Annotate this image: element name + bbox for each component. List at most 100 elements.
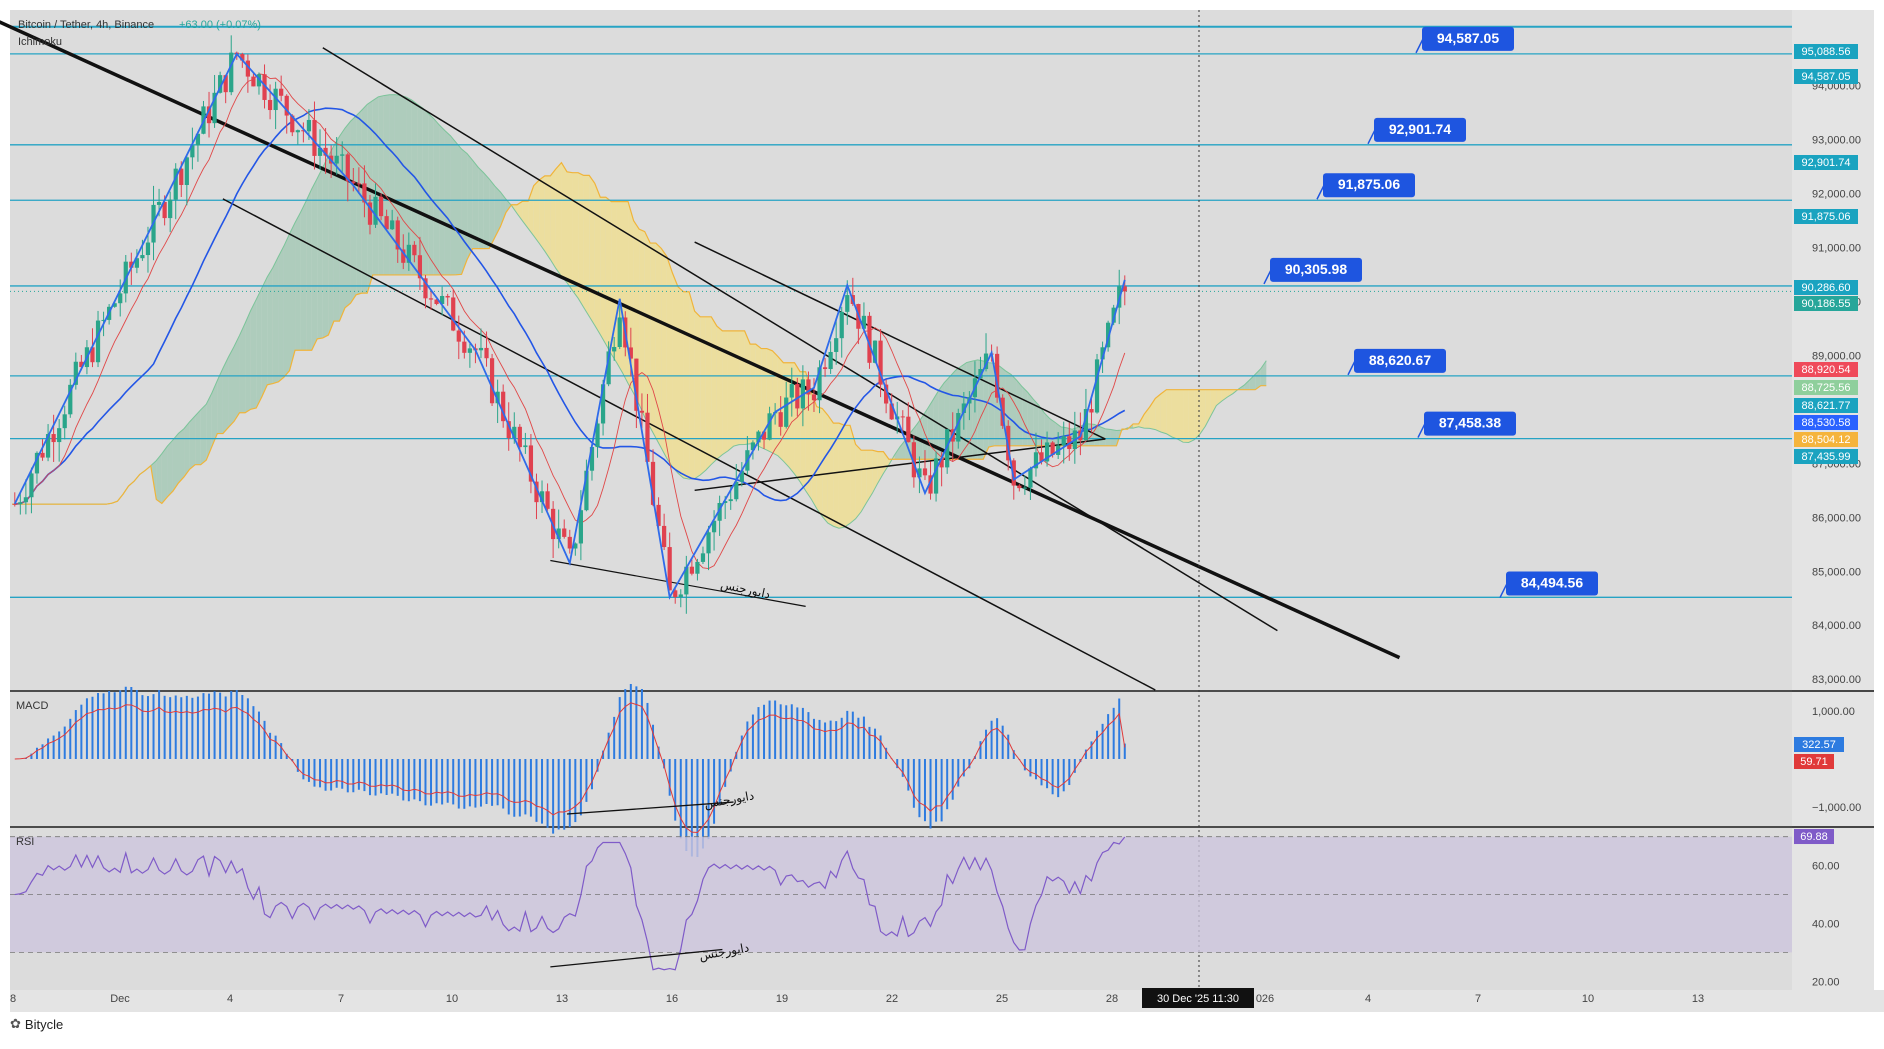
ichimoku-cloud-segment <box>256 288 262 408</box>
ichimoku-cloud-segment <box>1027 392 1034 446</box>
candle-body <box>45 434 51 458</box>
ichimoku-cloud-segment <box>689 291 695 480</box>
candle-body <box>12 503 17 505</box>
ichimoku-cloud-segment <box>167 439 173 497</box>
candle-body <box>689 566 694 574</box>
candle-body <box>539 491 545 503</box>
candle-body <box>267 99 273 111</box>
ichimoku-cloud-segment <box>406 97 412 275</box>
price-tag-label: 92,901.74 <box>1389 121 1451 137</box>
candle-body <box>101 319 106 321</box>
candle-body <box>423 278 428 299</box>
candle-body <box>600 384 606 424</box>
ichimoku-cloud-segment <box>1110 429 1117 446</box>
ichimoku-cloud-segment <box>727 330 734 451</box>
ichimoku-cloud-segment <box>1144 406 1150 429</box>
candle-body <box>290 115 295 133</box>
candle-body <box>462 341 467 353</box>
candle-body <box>484 347 489 359</box>
ichimoku-cloud-segment <box>933 390 939 460</box>
candle-body <box>440 295 445 305</box>
ichimoku-cloud-segment <box>650 243 656 438</box>
candle-body <box>761 431 767 440</box>
candle-body <box>645 412 650 462</box>
ichimoku-cloud-segment <box>378 95 384 275</box>
ichimoku-cloud-segment <box>234 335 240 422</box>
candle-body <box>906 416 911 443</box>
candle-body <box>517 426 522 448</box>
time-axis-tick: 026 <box>1256 993 1274 1005</box>
ichimoku-cloud-segment <box>272 256 279 384</box>
ichimoku-cloud-segment <box>866 450 873 503</box>
price-axis-tick: 89,000.00 <box>1812 350 1861 362</box>
ichimoku-cloud-segment <box>533 179 540 244</box>
candle-body <box>245 60 250 77</box>
candle-body <box>390 220 395 230</box>
candle-body <box>162 202 167 219</box>
price-axis-badge <box>1794 362 1858 377</box>
rsi-title: RSI <box>16 836 34 848</box>
price-tag-box <box>1374 117 1466 142</box>
ichimoku-cloud-segment <box>417 104 423 275</box>
ichimoku-cloud-segment <box>838 423 845 529</box>
ichimoku-cloud-segment <box>938 382 945 460</box>
price-tag-label: 88,620.67 <box>1369 352 1431 368</box>
time-axis-tick: Dec <box>110 993 130 1005</box>
ichimoku-cloud-segment <box>456 142 462 275</box>
ichimoku-cloud-segment <box>594 183 601 335</box>
ichimoku-cloud-segment <box>228 346 234 428</box>
ichimoku-cloud-segment <box>833 423 839 529</box>
ichimoku-cloud-segment <box>505 199 512 213</box>
ichimoku-cloud-segment <box>1155 393 1161 432</box>
ichimoku-cloud-segment <box>744 330 751 445</box>
candle-body <box>506 421 511 439</box>
candle-body <box>345 154 350 182</box>
footer-brand: Bitycle <box>24 1016 64 1032</box>
candle-body <box>1022 487 1027 489</box>
candle-body <box>795 384 800 409</box>
candle-body <box>639 410 645 413</box>
ichimoku-cloud-segment <box>550 168 556 269</box>
candle-body <box>562 528 567 537</box>
candle-body <box>573 543 578 549</box>
candle-body <box>961 403 966 414</box>
ichimoku-cloud-segment <box>494 186 501 238</box>
candle-body <box>428 298 434 300</box>
candle-body <box>928 475 933 494</box>
ichimoku-cloud-segment <box>561 162 567 283</box>
ichimoku-cloud-segment <box>711 316 717 465</box>
candle-body <box>373 196 378 225</box>
price-axis-badge-label: 95,088.56 <box>1802 46 1851 58</box>
chart-symbol-title: Bitcoin / Tether, 4h, Binance <box>18 19 154 31</box>
candle-body <box>617 317 622 347</box>
rsi-axis-tick: 40.00 <box>1812 918 1840 930</box>
ichimoku-cloud-segment <box>300 201 307 351</box>
ichimoku-cloud-segment <box>1221 389 1228 401</box>
candle-body <box>528 445 534 482</box>
ichimoku-cloud-segment <box>461 149 468 275</box>
bitycle-logo-icon: ✿ <box>10 1016 21 1031</box>
ichimoku-cloud-segment <box>245 310 251 413</box>
candle-body <box>723 501 728 503</box>
ichimoku-cloud-segment <box>1022 386 1028 446</box>
candle-body <box>872 340 878 363</box>
price-tag-box <box>1354 348 1446 373</box>
ichimoku-cloud-segment <box>489 179 495 249</box>
ichimoku-cloud-segment <box>805 371 812 499</box>
candle-body <box>584 470 589 511</box>
candle-body <box>1028 468 1033 488</box>
ichimoku-cloud-segment <box>1205 389 1211 427</box>
ichimoku-cloud-segment <box>222 357 229 434</box>
candle-body <box>112 303 117 307</box>
candle-body <box>401 249 406 263</box>
ichimoku-cloud-segment <box>1210 389 1217 416</box>
ichimoku-cloud-segment <box>278 245 284 382</box>
ichimoku-cloud-segment <box>750 344 756 445</box>
candle-body <box>312 119 317 156</box>
price-axis-badge-label: 88,530.58 <box>1802 417 1851 429</box>
candle-body <box>534 481 539 503</box>
ichimoku-cloud-segment <box>977 359 984 460</box>
candle-body <box>784 397 789 427</box>
ichimoku-cloud-segment <box>722 330 728 455</box>
